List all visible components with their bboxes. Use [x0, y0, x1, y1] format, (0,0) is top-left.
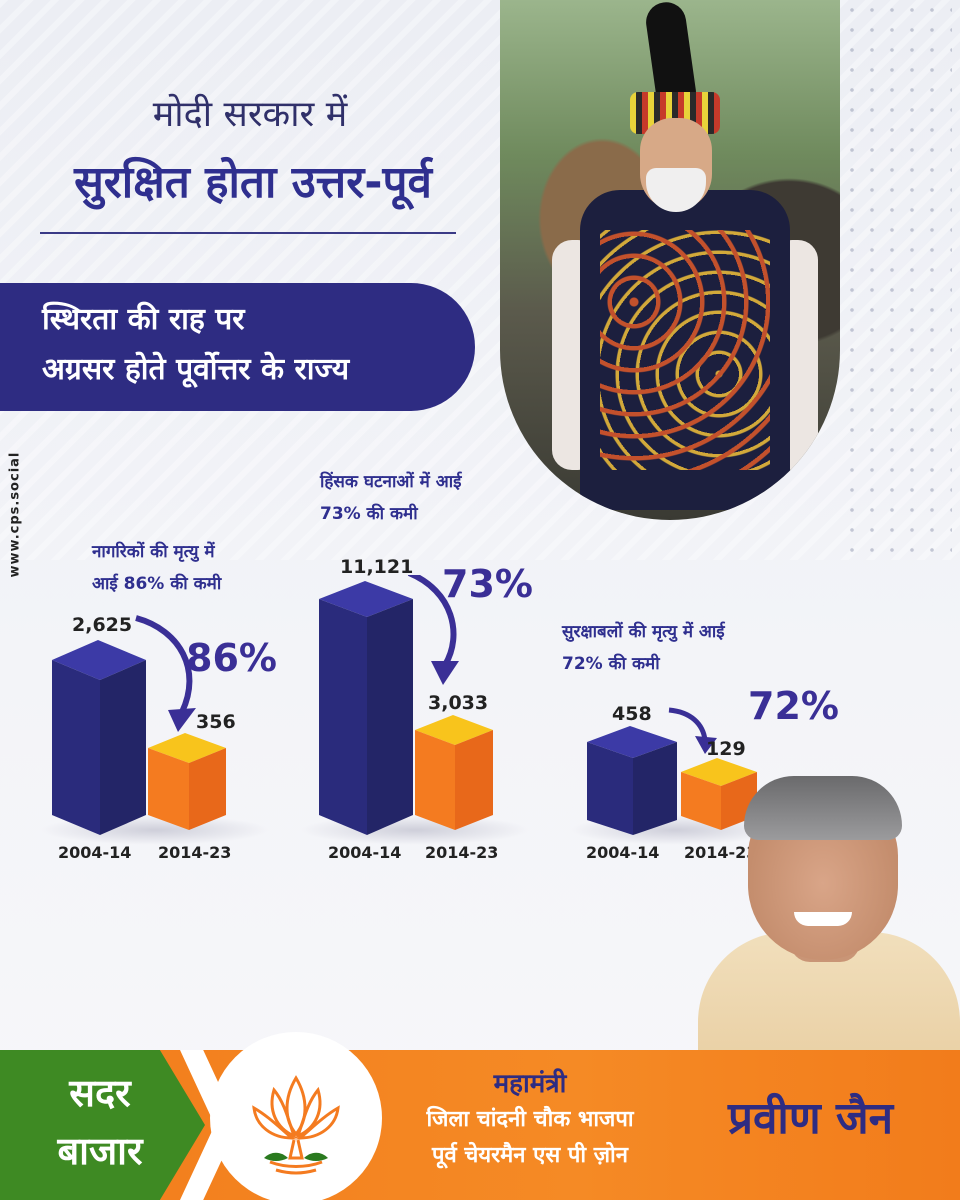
chart-3-after-period: 2014-23: [684, 843, 758, 862]
chart-1-after-value: 356: [196, 711, 236, 733]
chart-1-label-line-1: नागरिकों की मृत्यु में: [92, 542, 215, 562]
chart-2-percent: 73%: [442, 562, 533, 606]
subtitle-line-1: स्थिरता की राह पर: [42, 302, 245, 337]
chart-1-bar-before-left: [52, 660, 100, 835]
chart-2-before-value: 11,121: [340, 556, 414, 578]
chart-2-arrow: [407, 575, 457, 667]
headdress-feather: [643, 0, 697, 101]
chart-1-label: नागरिकों की मृत्यु में आई 86% की कमी: [92, 536, 221, 600]
chart-1-bar-after-left: [148, 748, 189, 830]
chart-1-arrow: [135, 615, 193, 714]
chart-3-label-line-2: 72% की कमी: [562, 654, 660, 674]
footer-place: सदर बाजार: [20, 1064, 180, 1180]
chart-3-before-value: 458: [612, 703, 652, 725]
title-divider: [40, 232, 456, 234]
chart-2-bar-after-top: [415, 715, 493, 745]
designation-block: महामंत्री जिला चांदनी चौक भाजपा पूर्व चे…: [380, 1066, 680, 1174]
chart-1-arrowhead: [168, 708, 196, 732]
chart-3-bar-after-left: [681, 772, 721, 830]
chart-3-arrow: [668, 707, 708, 741]
chart-2-after-period: 2014-23: [425, 843, 499, 862]
chart-3-bar-before-right: [633, 742, 677, 835]
chart-3-bar-before-top: [587, 726, 677, 758]
title-line-2: सुरक्षित होता उत्तर-पूर्व: [74, 157, 432, 208]
smile: [794, 912, 852, 926]
chart-2-bars: [319, 575, 493, 835]
chart-2-bar-after-right: [455, 730, 493, 830]
subtitle-banner: स्थिरता की राह पर अग्रसर होते पूर्वोत्तर…: [0, 283, 475, 411]
leader-photo: [500, 0, 840, 520]
designation-line-1: महामंत्री: [493, 1069, 567, 1099]
lotus-icon: [252, 1075, 340, 1175]
chart-3-bars: [587, 707, 757, 835]
place-line-1: सदर: [69, 1071, 131, 1115]
chart-1-bar-after-top: [148, 733, 226, 763]
leader-portrait: [698, 772, 960, 1050]
dot-pattern: [842, 0, 952, 560]
chart-2-bar-before-right: [367, 599, 413, 835]
chart-2-label-line-1: हिंसक घटनाओं में आई: [320, 472, 462, 492]
party-logo: [210, 1032, 382, 1200]
chart-3-bar-after-top: [681, 758, 757, 786]
chart-1-bars: [52, 615, 226, 835]
subtitle-line-2: अग्रसर होते पूर्वोत्तर के राज्य: [42, 352, 350, 387]
chart-3-percent: 72%: [748, 684, 839, 728]
place-line-2: बाजार: [57, 1129, 143, 1173]
chart-2-label-line-2: 73% की कमी: [320, 504, 418, 524]
chart-2-after-value: 3,033: [428, 692, 489, 714]
chart-2-before-period: 2004-14: [328, 843, 402, 862]
chart-1-label-line-2: आई 86% की कमी: [92, 574, 222, 594]
leader-name: प्रवीण जैन: [727, 1093, 894, 1144]
footer-green-panel: [0, 1050, 205, 1200]
vest-embroidery: [600, 230, 770, 470]
hair: [744, 776, 902, 840]
chart-3-arrowhead: [695, 736, 717, 754]
chart-1-after-period: 2014-23: [158, 843, 232, 862]
chart-2-label: हिंसक घटनाओं में आई 73% की कमी: [320, 466, 461, 530]
chart-3-bar-before-left: [587, 742, 633, 835]
chart-2-bar-before-top: [319, 581, 413, 617]
chart-3-label-line-1: सुरक्षाबलों की मृत्यु में आई: [562, 622, 725, 642]
designation-line-2: जिला चांदनी चौक भाजपा: [426, 1107, 634, 1132]
chart-2-bar-after-left: [415, 730, 455, 830]
chart-1-bar-before-right: [100, 660, 146, 835]
chart-2-arrowhead: [431, 661, 459, 685]
chart-1-percent: 86%: [186, 636, 277, 680]
chart-3-after-value: 129: [706, 738, 746, 760]
chart-1-bar-before-top: [52, 640, 146, 680]
chart-2-bar-before-left: [319, 599, 367, 835]
designation-line-3: पूर्व चेयरमैन एस पी ज़ोन: [432, 1143, 628, 1168]
chart-3-before-period: 2004-14: [586, 843, 660, 862]
chart-3-label: सुरक्षाबलों की मृत्यु में आई 72% की कमी: [562, 616, 725, 680]
watermark-text: www.cps.social: [7, 451, 23, 578]
chart-1-bar-after-right: [189, 748, 226, 830]
chart-1-before-period: 2004-14: [58, 843, 132, 862]
watermark: www.cps.social: [0, 425, 23, 580]
title-line-1: मोदी सरकार में: [152, 94, 348, 135]
chart-1-before-value: 2,625: [72, 614, 133, 636]
